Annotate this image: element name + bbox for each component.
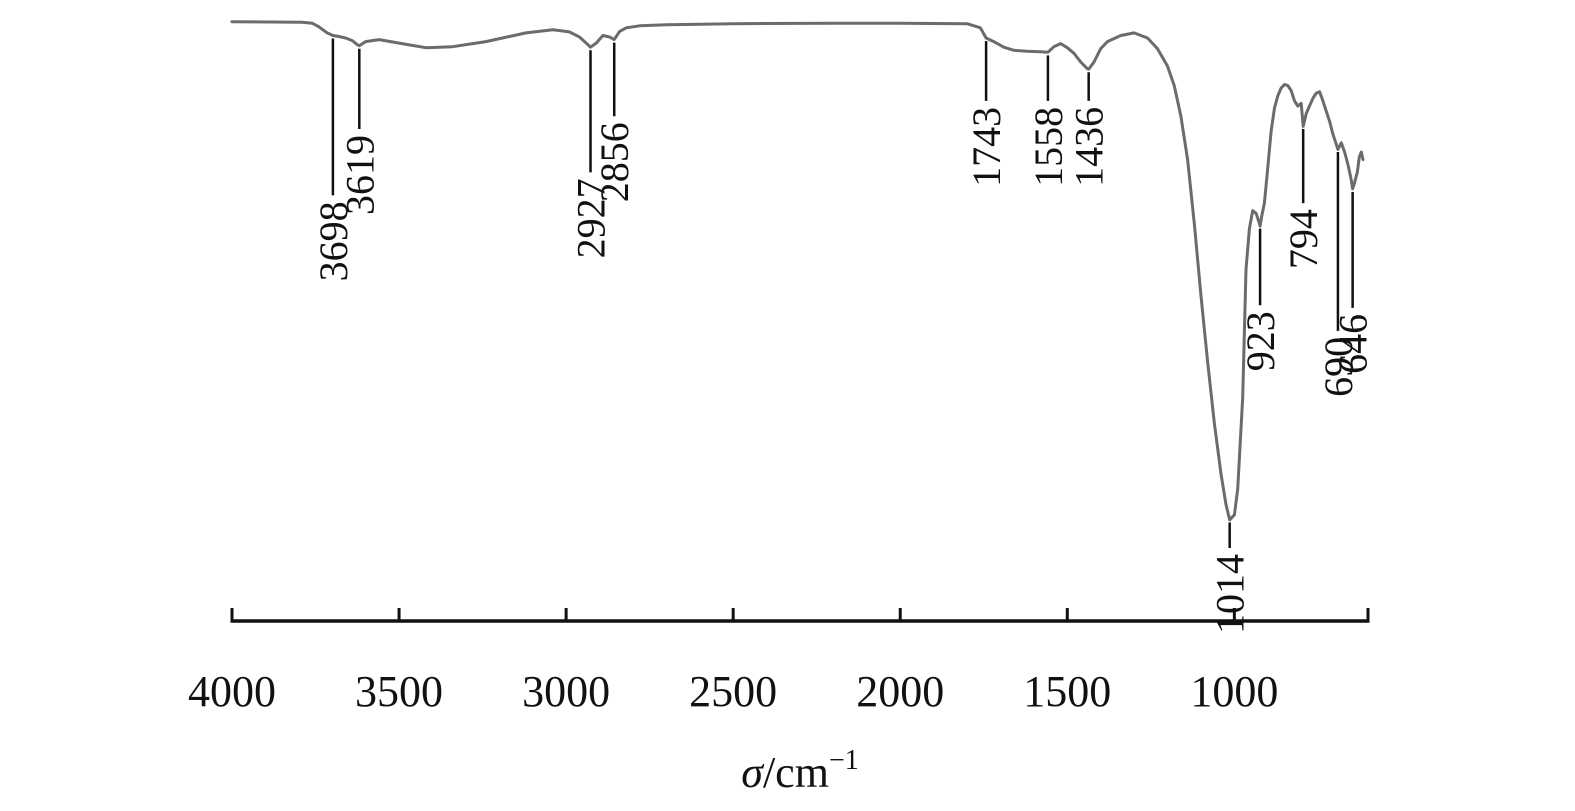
x-tick-label-1500: 1500 xyxy=(1023,667,1111,716)
x-tick-label-3500: 3500 xyxy=(355,667,443,716)
peak-label-690: 690 xyxy=(1316,337,1361,397)
peak-label-1436: 1436 xyxy=(1067,107,1112,187)
peak-label-2856: 2856 xyxy=(592,122,637,202)
peak-label-3698: 3698 xyxy=(311,201,356,281)
peak-label-923: 923 xyxy=(1238,311,1283,371)
peak-label-646: 646 xyxy=(1331,314,1376,374)
x-axis-title-unit: /cm xyxy=(763,748,829,797)
x-tick-label-2000: 2000 xyxy=(856,667,944,716)
peak-label-2927: 2927 xyxy=(569,178,614,258)
x-tick-label-2500: 2500 xyxy=(689,667,777,716)
peak-label-3619: 3619 xyxy=(337,135,382,215)
peak-label-794: 794 xyxy=(1281,209,1326,269)
x-tick-label-4000: 4000 xyxy=(188,667,276,716)
spectrum-series-line xyxy=(230,20,1365,522)
x-axis-ticks xyxy=(230,608,1370,621)
x-axis-tick-labels: 4000 3500 3000 2500 2000 1500 1000 xyxy=(188,667,1278,716)
x-tick-label-1000: 1000 xyxy=(1190,667,1278,716)
x-axis-title-exponent: −1 xyxy=(829,745,859,776)
x-tick-label-3000: 3000 xyxy=(522,667,610,716)
peak-label-1743: 1743 xyxy=(964,107,1009,187)
x-axis-title: σ/cm−1 xyxy=(741,745,858,797)
x-axis: 4000 3500 3000 2500 2000 1500 1000 xyxy=(188,608,1370,716)
x-axis-title-symbol: σ xyxy=(741,748,765,797)
peak-marker-lines xyxy=(331,38,1354,548)
peak-label-1558: 1558 xyxy=(1026,107,1071,187)
